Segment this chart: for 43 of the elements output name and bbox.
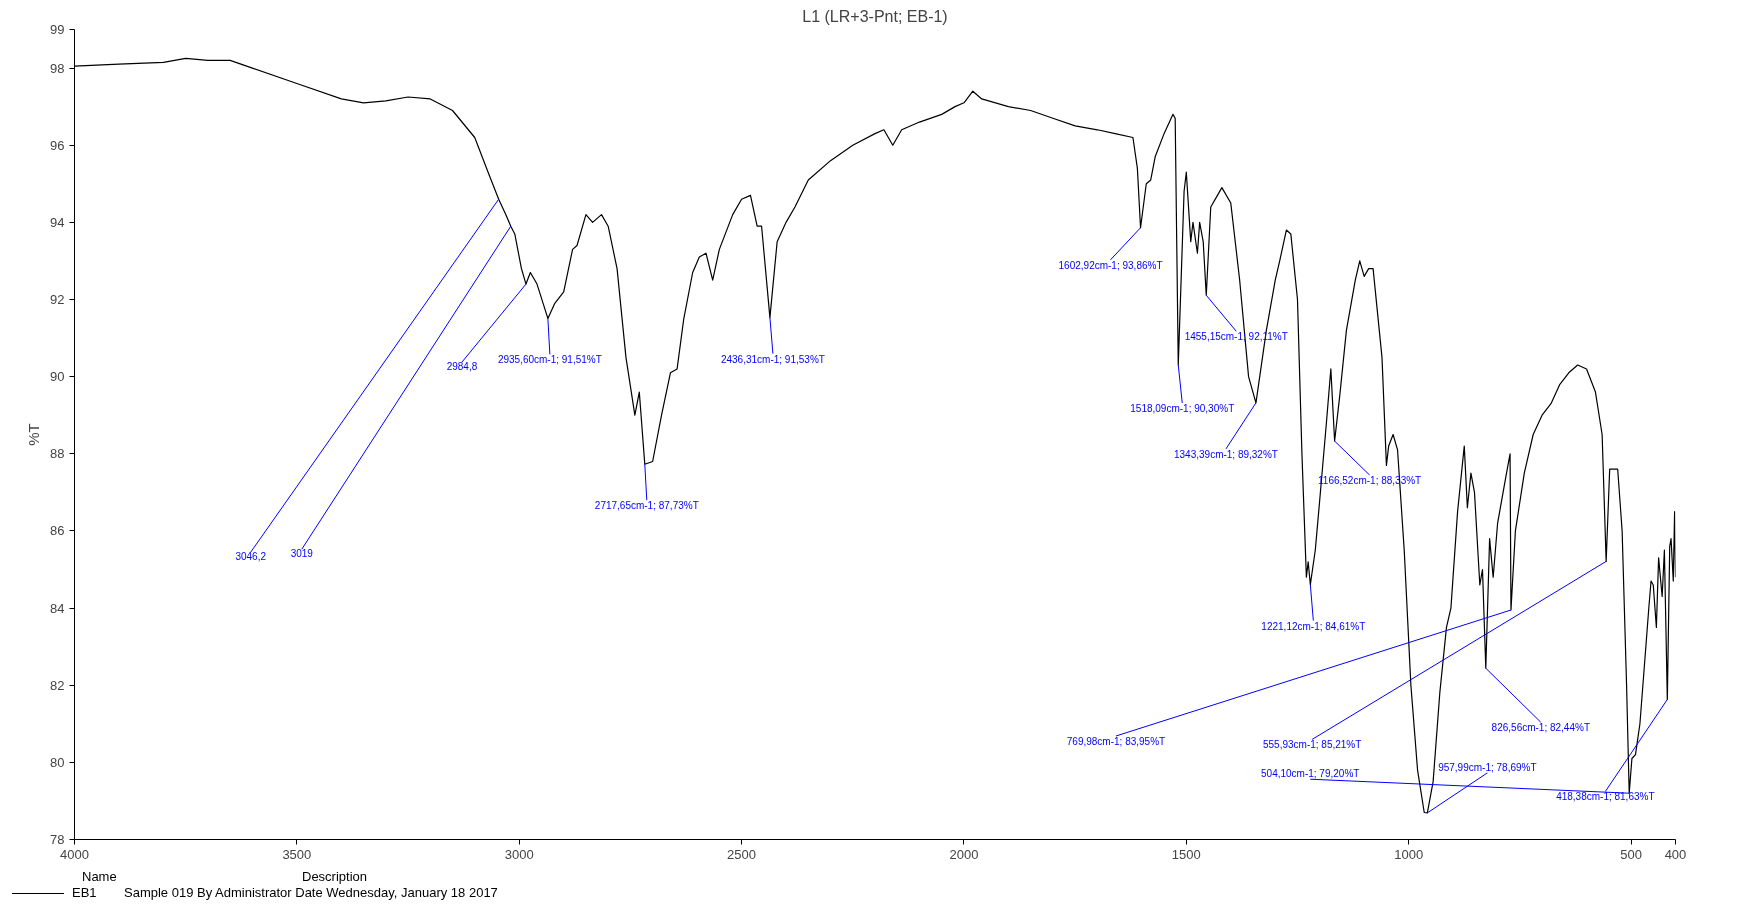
y-tick-label: 82 xyxy=(50,677,65,693)
text: Description xyxy=(302,869,368,885)
legend-label: EB1 xyxy=(72,885,98,901)
x-tick-label: 500 xyxy=(1620,846,1642,862)
annotation: 3019 xyxy=(290,548,314,560)
y-tick-label: 84 xyxy=(50,600,65,616)
x-tick-label: 3000 xyxy=(504,846,534,862)
annotation: 2935,60cm-1; 91,51%T xyxy=(497,354,602,366)
x-tick-label: 4000 xyxy=(60,846,89,862)
annotation: 957,99cm-1; 78,69%T xyxy=(1438,761,1537,773)
text: Sample 019 By Administrator Date Wednesday, January 18 2017 xyxy=(124,885,498,900)
annotation: 418,38cm-1; 81,63%T xyxy=(1556,791,1655,803)
annotation: 2984,8 xyxy=(446,361,478,373)
x-tick-label: 400 xyxy=(1664,846,1687,862)
annotation: 826,56cm-1; 82,44%T xyxy=(1491,722,1590,734)
annotation: 1343,39cm-1; 89,32%T xyxy=(1173,448,1278,460)
annotation: 1602,92cm-1; 93,86%T xyxy=(1058,259,1163,271)
x-tick-label: 1500 xyxy=(1171,846,1201,862)
x-tick-label: 1000 xyxy=(1394,846,1424,862)
annotation: 1221,12cm-1; 84,61%T xyxy=(1261,620,1366,632)
text: Name xyxy=(82,869,118,885)
y-tick-label: 98 xyxy=(50,60,65,76)
annotation: 2436,31cm-1; 91,53%T xyxy=(720,353,825,365)
chart-title: L1 (LR+3-Pnt; EB-1) xyxy=(802,7,948,25)
annotation: 504,10cm-1; 79,20%T xyxy=(1261,768,1360,780)
annotation: 3046,2 xyxy=(235,551,267,563)
annotation: 769,98cm-1; 83,95%T xyxy=(1066,736,1166,747)
y-tick-label: 88 xyxy=(50,446,65,462)
annotation: 1518,09cm-1; 90,30%T xyxy=(1130,403,1235,415)
y-tick-label: 96 xyxy=(50,137,65,153)
x-tick-label: 3500 xyxy=(282,846,312,862)
x-tick-label: 2000 xyxy=(949,846,979,862)
annotation: 2717,65cm-1; 87,73%T xyxy=(594,500,699,512)
y-tick-label: 90 xyxy=(50,369,65,385)
y-tick-label: 86 xyxy=(50,523,65,539)
y-tick-label: 78 xyxy=(50,832,65,847)
y-axis-title: %T xyxy=(25,423,43,446)
y-tick-label: 80 xyxy=(50,754,65,770)
y-tick-label: 99 xyxy=(50,22,65,37)
annotation: 555,93cm-1; 85,21%T xyxy=(1262,739,1362,751)
x-tick-label: 2500 xyxy=(727,846,757,862)
y-tick-label: 92 xyxy=(50,292,65,307)
y-tick-label: 94 xyxy=(50,214,65,230)
